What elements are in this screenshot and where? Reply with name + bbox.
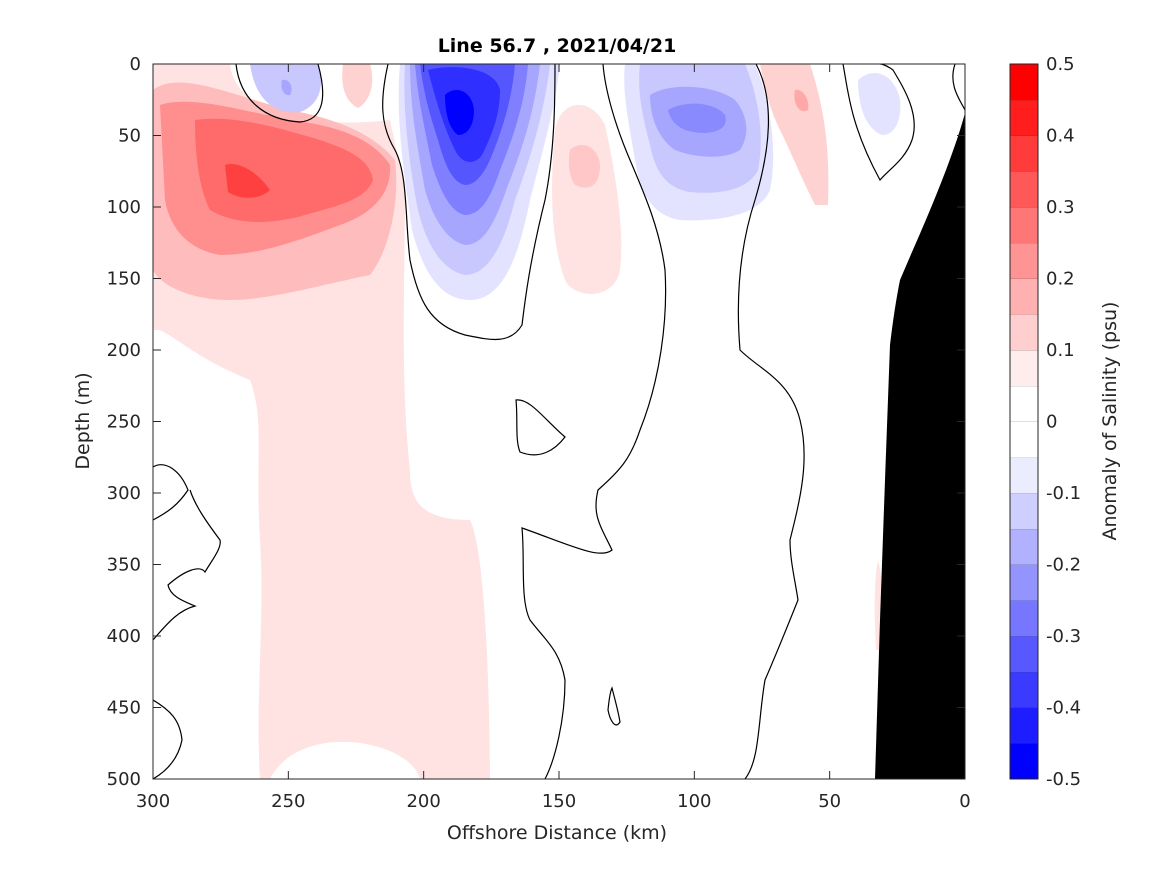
colorbar-tick-label: -0.1 xyxy=(1046,483,1081,504)
x-tick-label: 0 xyxy=(959,791,970,812)
colorbar-segment xyxy=(1010,636,1038,673)
fresh-anomaly-nearshore xyxy=(858,72,901,135)
x-axis: 300 250 200 150 100 50 0 xyxy=(136,64,971,812)
colorbar-tick-label: -0.5 xyxy=(1046,769,1081,790)
colorbar-segment xyxy=(1010,314,1038,351)
x-axis-label: Offshore Distance (km) xyxy=(447,822,667,844)
chart-title: Line 56.7 , 2021/04/21 xyxy=(438,35,677,57)
colorbar-label: Anomaly of Salinity (psu) xyxy=(1099,302,1121,541)
y-axis-label: Depth (m) xyxy=(72,372,94,469)
y-tick-label: 300 xyxy=(107,483,141,504)
salty-anomaly-east-midwater xyxy=(552,104,622,294)
colorbar-segment xyxy=(1010,350,1038,387)
x-tick-label: 200 xyxy=(406,791,440,812)
x-tick-label: 150 xyxy=(542,791,576,812)
colorbar-segment xyxy=(1010,64,1038,101)
colorbar: 0.5 0.4 0.3 0.2 0.1 0 -0.1 -0.2 -0.3 -0.4 -0.5 xyxy=(1009,54,1081,790)
colorbar-tick-label: 0.4 xyxy=(1046,126,1075,147)
x-tick-label: 250 xyxy=(271,791,305,812)
colorbar-segment xyxy=(1010,207,1038,244)
salty-anomaly-surface-patch xyxy=(342,64,373,108)
colorbar-tick-label: -0.2 xyxy=(1046,555,1081,576)
salty-anomaly-shelf-edge xyxy=(760,64,829,205)
x-tick-label: 50 xyxy=(818,791,841,812)
salty-anomaly-midwater-core xyxy=(568,145,600,188)
colorbar-tick-label: 0.5 xyxy=(1046,54,1075,75)
colorbar-segment xyxy=(1010,707,1038,744)
colorbar-segment xyxy=(1010,99,1038,136)
y-tick-label: 200 xyxy=(107,340,141,361)
colorbar-segment xyxy=(1010,278,1038,315)
colorbar-frame xyxy=(1009,63,1039,780)
y-tick-label: 450 xyxy=(107,698,141,719)
y-tick-label: 0 xyxy=(130,54,141,75)
plot-area xyxy=(153,64,965,779)
y-tick-label: 250 xyxy=(107,412,141,433)
salty-anomaly-core-max xyxy=(225,164,270,198)
colorbar-segment xyxy=(1010,600,1038,637)
seafloor-mask xyxy=(875,113,965,779)
fresh-anomaly-core xyxy=(445,90,474,135)
colorbar-segment xyxy=(1010,564,1038,601)
colorbar-segment xyxy=(1010,493,1038,530)
zero-contours xyxy=(153,64,965,779)
x-tick-label: 100 xyxy=(677,791,711,812)
colorbar-tick-label: 0 xyxy=(1046,412,1057,433)
fresh-anomaly-east-core xyxy=(668,103,726,133)
y-tick-label: 50 xyxy=(118,126,141,147)
colorbar-segment xyxy=(1010,135,1038,172)
colorbar-segment xyxy=(1010,528,1038,565)
y-tick-label: 100 xyxy=(107,197,141,218)
y-tick-label: 150 xyxy=(107,269,141,290)
colorbar-segment xyxy=(1010,242,1038,279)
y-axis: 0 50 100 150 200 250 300 350 400 450 500 xyxy=(107,54,965,790)
y-tick-label: 350 xyxy=(107,555,141,576)
x-tick-label: 300 xyxy=(136,791,170,812)
salty-anomaly-shelf-core xyxy=(794,89,809,112)
y-tick-label: 500 xyxy=(107,769,141,790)
colorbar-segment xyxy=(1010,457,1038,494)
colorbar-segment xyxy=(1010,421,1038,458)
colorbar-segment xyxy=(1010,743,1038,780)
colorbar-segment xyxy=(1010,385,1038,422)
fresh-anomaly-surface-west-core xyxy=(281,79,292,96)
colorbar-tick-label: 0.1 xyxy=(1046,340,1075,361)
colorbar-tick-label: 0.3 xyxy=(1046,197,1075,218)
colorbar-tick-label: -0.4 xyxy=(1046,698,1081,719)
colorbar-tick-label: -0.3 xyxy=(1046,626,1081,647)
y-tick-label: 400 xyxy=(107,626,141,647)
colorbar-segment xyxy=(1010,171,1038,208)
colorbar-segment xyxy=(1010,671,1038,708)
colorbar-tick-label: 0.2 xyxy=(1046,269,1075,290)
